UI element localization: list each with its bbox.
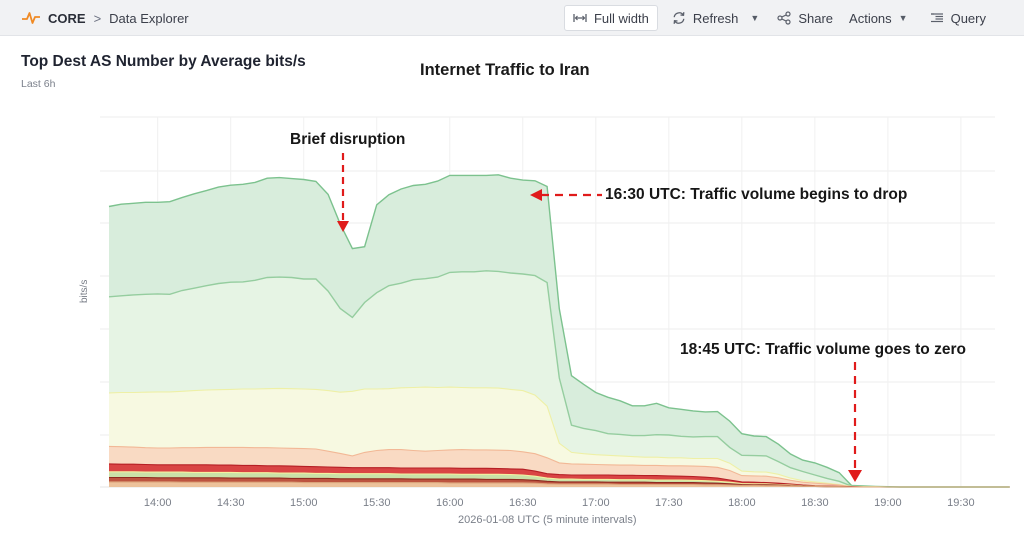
x-tick-label: 15:30 <box>363 497 391 509</box>
x-tick-label: 17:30 <box>655 497 683 509</box>
x-tick-label: 19:00 <box>874 497 902 509</box>
series-area <box>109 387 1010 487</box>
series-area <box>109 446 1010 487</box>
x-tick-label: 16:00 <box>436 497 464 509</box>
x-tick-label: 14:00 <box>144 497 172 509</box>
x-tick-label: 18:30 <box>801 497 829 509</box>
chevron-down-icon: ▼ <box>750 13 760 23</box>
refresh-icon <box>673 12 685 24</box>
panel-time-range: Last 6h <box>21 78 56 90</box>
expand-horizontal-icon <box>573 14 587 22</box>
series-areas <box>108 174 1010 488</box>
panel-title: Top Dest AS Number by Average bits/s <box>21 53 306 70</box>
annotation-goes-to-zero: 18:45 UTC: Traffic volume goes to zero <box>680 341 966 358</box>
top-bar: CORE > Data Explorer Full width Refresh <box>0 0 1024 36</box>
chart-title: Internet Traffic to Iran <box>420 61 590 79</box>
refresh-options-dropdown[interactable]: ▼ <box>746 5 769 31</box>
annotation-arrows <box>337 153 862 482</box>
query-label: Query <box>950 10 986 26</box>
actions-dropdown[interactable]: Actions ▼ <box>841 5 922 31</box>
annotation-brief-disruption: Brief disruption <box>290 131 406 148</box>
list-icon <box>930 13 943 23</box>
share-icon <box>777 11 791 25</box>
y-axis-label: bits/s <box>79 279 90 303</box>
series-area <box>109 174 1010 488</box>
x-tick-label: 17:00 <box>582 497 610 509</box>
series-area <box>109 463 1010 487</box>
x-tick-label: 16:30 <box>509 497 537 509</box>
chevron-down-icon: ▼ <box>898 13 908 23</box>
breadcrumb-page: Data Explorer <box>109 10 189 26</box>
breadcrumb-separator: > <box>93 10 102 26</box>
annotation-drop-begins: 16:30 UTC: Traffic volume begins to drop <box>605 186 908 203</box>
arrow-left-icon <box>530 189 542 201</box>
breadcrumb-brand[interactable]: CORE <box>48 10 86 26</box>
x-tick-label: 15:00 <box>290 497 318 509</box>
arrow-down-icon <box>848 470 862 482</box>
series-line <box>109 481 1010 488</box>
x-tick-label: 18:00 <box>728 497 756 509</box>
x-tick-label: 14:30 <box>217 497 245 509</box>
actions-label: Actions <box>849 10 892 26</box>
share-label: Share <box>798 10 834 26</box>
query-button[interactable]: Query <box>922 5 994 31</box>
toolbar: Full width Refresh ▼ Share <box>563 5 994 31</box>
arrow-down-icon <box>337 221 349 232</box>
refresh-label: Refresh <box>692 10 739 26</box>
full-width-button[interactable]: Full width <box>563 5 658 31</box>
breadcrumb: CORE > Data Explorer <box>22 0 189 36</box>
pulse-icon <box>22 12 40 24</box>
x-axis-label: 2026-01-08 UTC (5 minute intervals) <box>458 514 637 526</box>
x-tick-label: 19:30 <box>947 497 975 509</box>
share-button[interactable]: Share <box>769 5 841 31</box>
refresh-button[interactable]: Refresh <box>664 5 747 31</box>
x-axis-ticks: 14:00 14:30 15:00 15:30 16:00 16:30 17:00 17:30… <box>144 497 975 509</box>
full-width-label: Full width <box>593 10 649 26</box>
